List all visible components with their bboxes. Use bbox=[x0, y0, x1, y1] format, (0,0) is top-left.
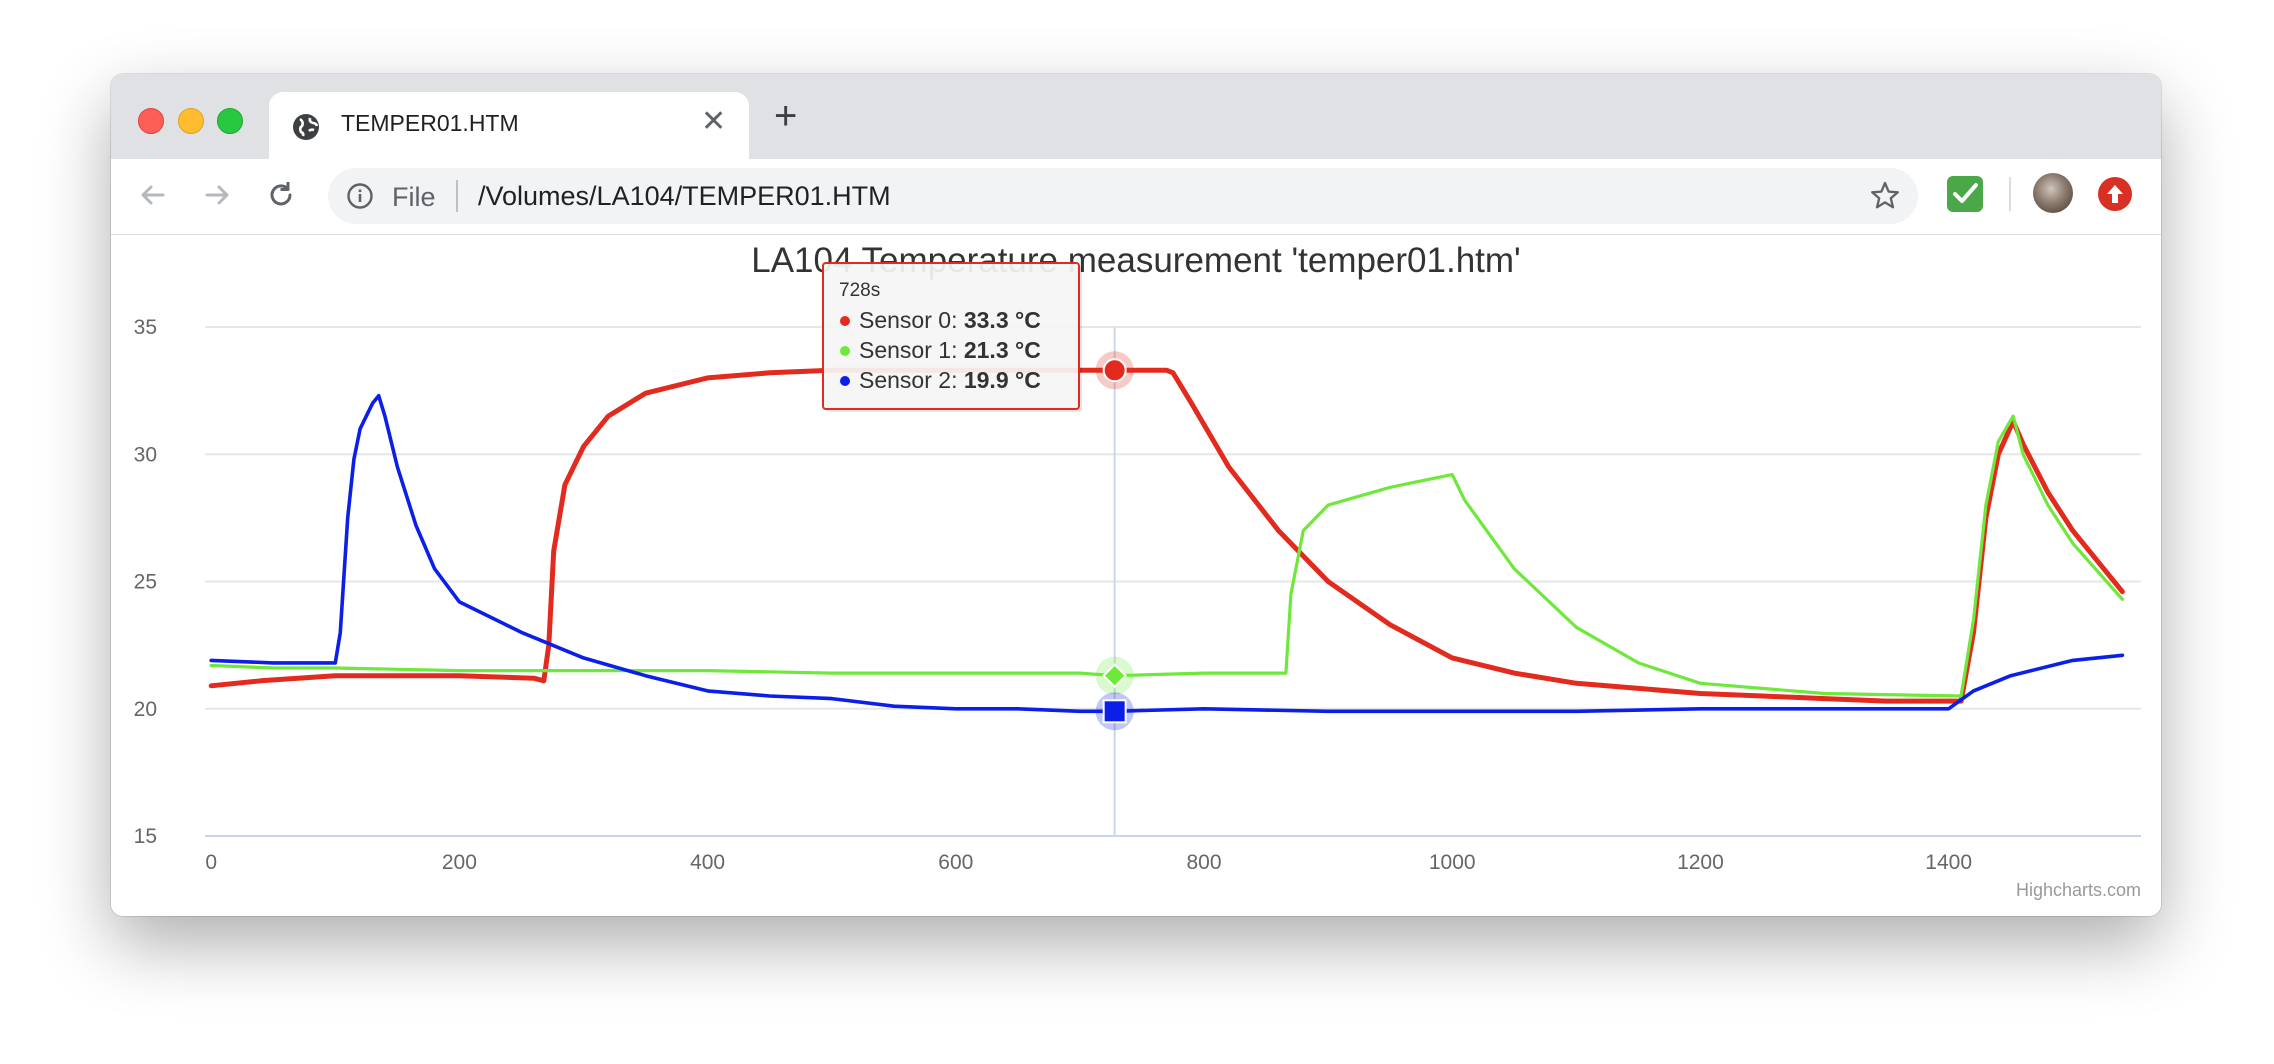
tooltip-series-value: 19.9 °C bbox=[964, 367, 1041, 393]
tooltip-series-value: 33.3 °C bbox=[964, 307, 1041, 333]
hover-markers bbox=[1095, 351, 1134, 731]
y-tick-label: 30 bbox=[134, 443, 157, 466]
address-bar[interactable]: File /Volumes/LA104/TEMPER01.HTM bbox=[328, 168, 1918, 224]
tooltip-series-name: Sensor 1: 21.3 °C bbox=[859, 337, 1041, 363]
browser-window: TEMPER01.HTM ✕ + File /Volumes/LA104/TEM… bbox=[111, 74, 2161, 916]
x-tick-label: 1000 bbox=[1429, 851, 1476, 874]
minimize-window-button[interactable] bbox=[178, 108, 204, 134]
y-axis-labels: 15 20 25 30 35 bbox=[134, 316, 157, 848]
x-tick-label: 1400 bbox=[1925, 851, 1972, 874]
tooltip-series-name: Sensor 0: 33.3 °C bbox=[859, 307, 1041, 333]
hover-marker-circle[interactable] bbox=[1102, 358, 1127, 383]
x-axis-labels: 0 200 400 600 800 1000 1200 1400 bbox=[205, 851, 1972, 874]
x-tick-label: 600 bbox=[938, 851, 973, 874]
url-scheme-label: File bbox=[392, 182, 436, 212]
series-line-sensor-1 bbox=[209, 414, 2124, 698]
toolbar-divider bbox=[2009, 177, 2011, 211]
x-tick-label: 200 bbox=[442, 851, 477, 874]
hover-marker-diamond[interactable] bbox=[1102, 663, 1128, 689]
tooltip-colon: : bbox=[951, 307, 964, 333]
x-tick-label: 800 bbox=[1187, 851, 1222, 874]
y-tick-label: 15 bbox=[134, 825, 157, 848]
tooltip-colon: : bbox=[951, 367, 964, 393]
tooltip-series-name: Sensor 2: 19.9 °C bbox=[859, 367, 1041, 393]
tooltip-box bbox=[822, 262, 1080, 410]
tab-title: TEMPER01.HTM bbox=[341, 110, 519, 136]
series-line-sensor-2 bbox=[209, 393, 2125, 714]
tooltip-series-dot bbox=[840, 346, 850, 356]
tooltip-series-label: Sensor 0 bbox=[859, 307, 951, 333]
new-tab-button[interactable]: + bbox=[774, 94, 798, 138]
y-tick-label: 20 bbox=[134, 698, 157, 721]
info-icon[interactable] bbox=[346, 182, 374, 210]
x-tick-label: 1200 bbox=[1677, 851, 1724, 874]
url-text[interactable]: /Volumes/LA104/TEMPER01.HTM bbox=[478, 181, 891, 211]
hover-marker-square[interactable] bbox=[1102, 699, 1127, 724]
credits-link[interactable]: Highcharts.com bbox=[2016, 880, 2141, 900]
series-line-sensor-0 bbox=[208, 367, 2125, 704]
omnibox-divider bbox=[456, 180, 458, 212]
globe-icon bbox=[293, 114, 319, 140]
star-icon[interactable] bbox=[1868, 179, 1902, 213]
browser-toolbar: File /Volumes/LA104/TEMPER01.HTM bbox=[111, 159, 2161, 235]
close-window-button[interactable] bbox=[138, 108, 164, 134]
reload-icon[interactable] bbox=[263, 177, 299, 213]
series-lines bbox=[208, 367, 2125, 714]
back-icon[interactable] bbox=[135, 177, 171, 213]
avatar[interactable] bbox=[2033, 173, 2073, 213]
tab-temper01[interactable]: TEMPER01.HTM ✕ bbox=[269, 92, 749, 160]
upload-extension-icon[interactable] bbox=[2098, 177, 2132, 211]
tab-strip: TEMPER01.HTM ✕ + bbox=[111, 74, 2161, 160]
y-tick-label: 35 bbox=[134, 316, 157, 339]
x-tick-label: 400 bbox=[690, 851, 725, 874]
tooltip-series-dot bbox=[840, 316, 850, 326]
forward-icon[interactable] bbox=[199, 177, 235, 213]
grid-lines bbox=[205, 326, 2141, 837]
tooltip-header: 728s bbox=[839, 280, 880, 301]
maximize-window-button[interactable] bbox=[217, 108, 243, 134]
tooltip-series-label: Sensor 1 bbox=[859, 337, 951, 363]
x-tick-label: 0 bbox=[205, 851, 217, 874]
tooltip-series-dot bbox=[840, 376, 850, 386]
tooltip-colon: : bbox=[951, 337, 964, 363]
checkmark-extension-icon[interactable] bbox=[1947, 176, 1983, 212]
tooltip-series-value: 21.3 °C bbox=[964, 337, 1041, 363]
page-content: 15 20 25 30 35 0 200 400 600 800 1000 1200 1400 LA1… bbox=[111, 235, 2161, 916]
tooltip-series-label: Sensor 2 bbox=[859, 367, 951, 393]
y-tick-label: 25 bbox=[134, 571, 157, 594]
close-icon[interactable]: ✕ bbox=[701, 105, 727, 138]
